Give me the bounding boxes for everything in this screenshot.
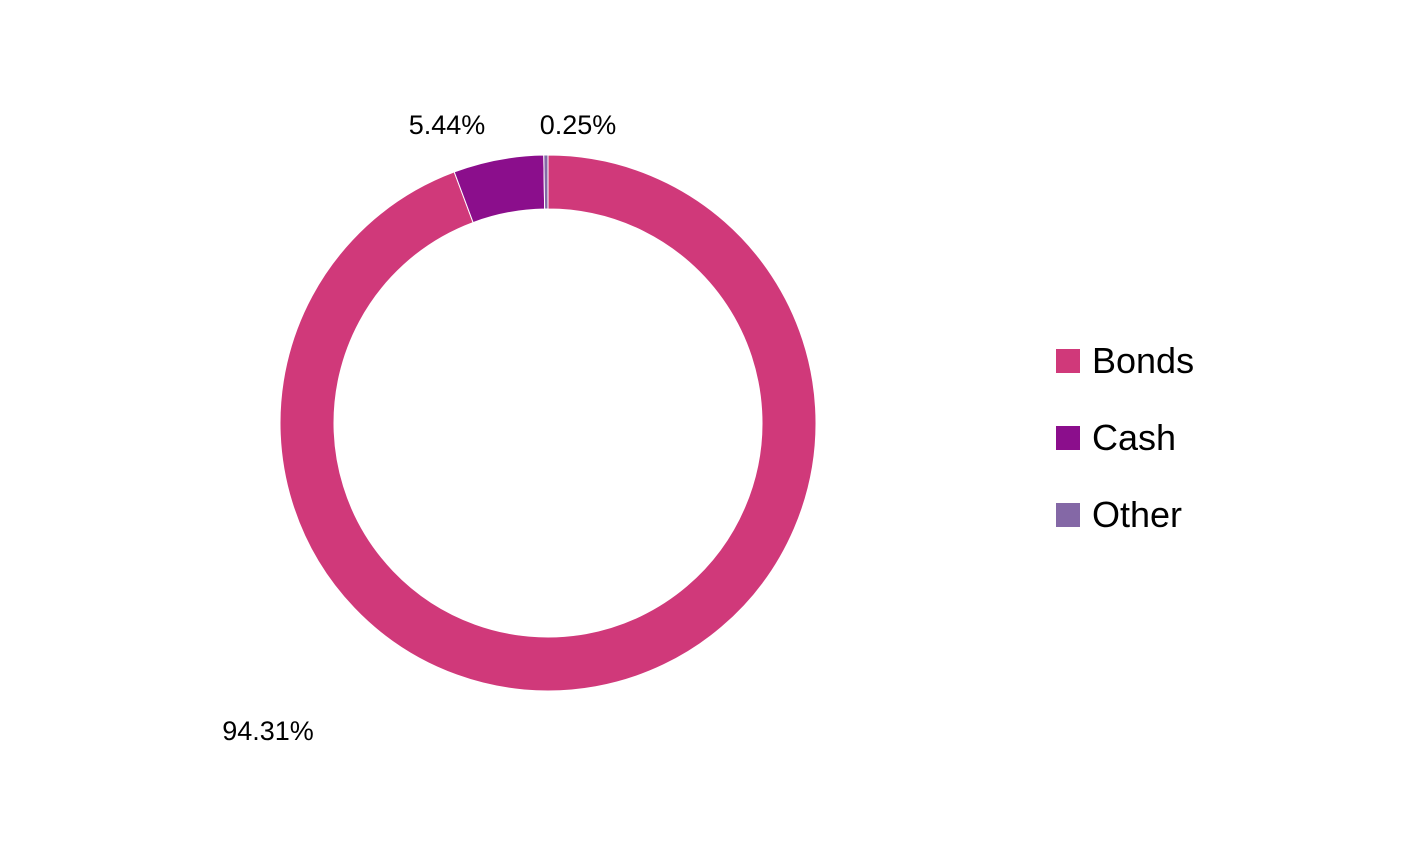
data-label-other: 0.25% bbox=[540, 110, 617, 140]
legend-label-bonds: Bonds bbox=[1092, 339, 1195, 381]
legend-swatch-bonds bbox=[1056, 348, 1080, 373]
legend-item-bonds: Bonds bbox=[1056, 322, 1194, 399]
legend-item-cash: Cash bbox=[1056, 399, 1194, 476]
chart-legend: Bonds Cash Other bbox=[1056, 322, 1194, 553]
donut-slice-bonds bbox=[279, 154, 817, 692]
legend-label-other: Other bbox=[1092, 493, 1183, 535]
legend-item-other: Other bbox=[1056, 476, 1194, 553]
donut-slice-other bbox=[543, 154, 549, 210]
legend-swatch-other bbox=[1056, 502, 1080, 527]
data-label-bonds: 94.31% bbox=[222, 716, 314, 746]
legend-swatch-cash bbox=[1056, 425, 1080, 450]
data-label-cash: 5.44% bbox=[409, 110, 486, 140]
data-labels: 94.31% 5.44% 0.25% bbox=[222, 110, 616, 746]
donut-slices bbox=[279, 154, 817, 692]
legend-label-cash: Cash bbox=[1092, 416, 1177, 458]
